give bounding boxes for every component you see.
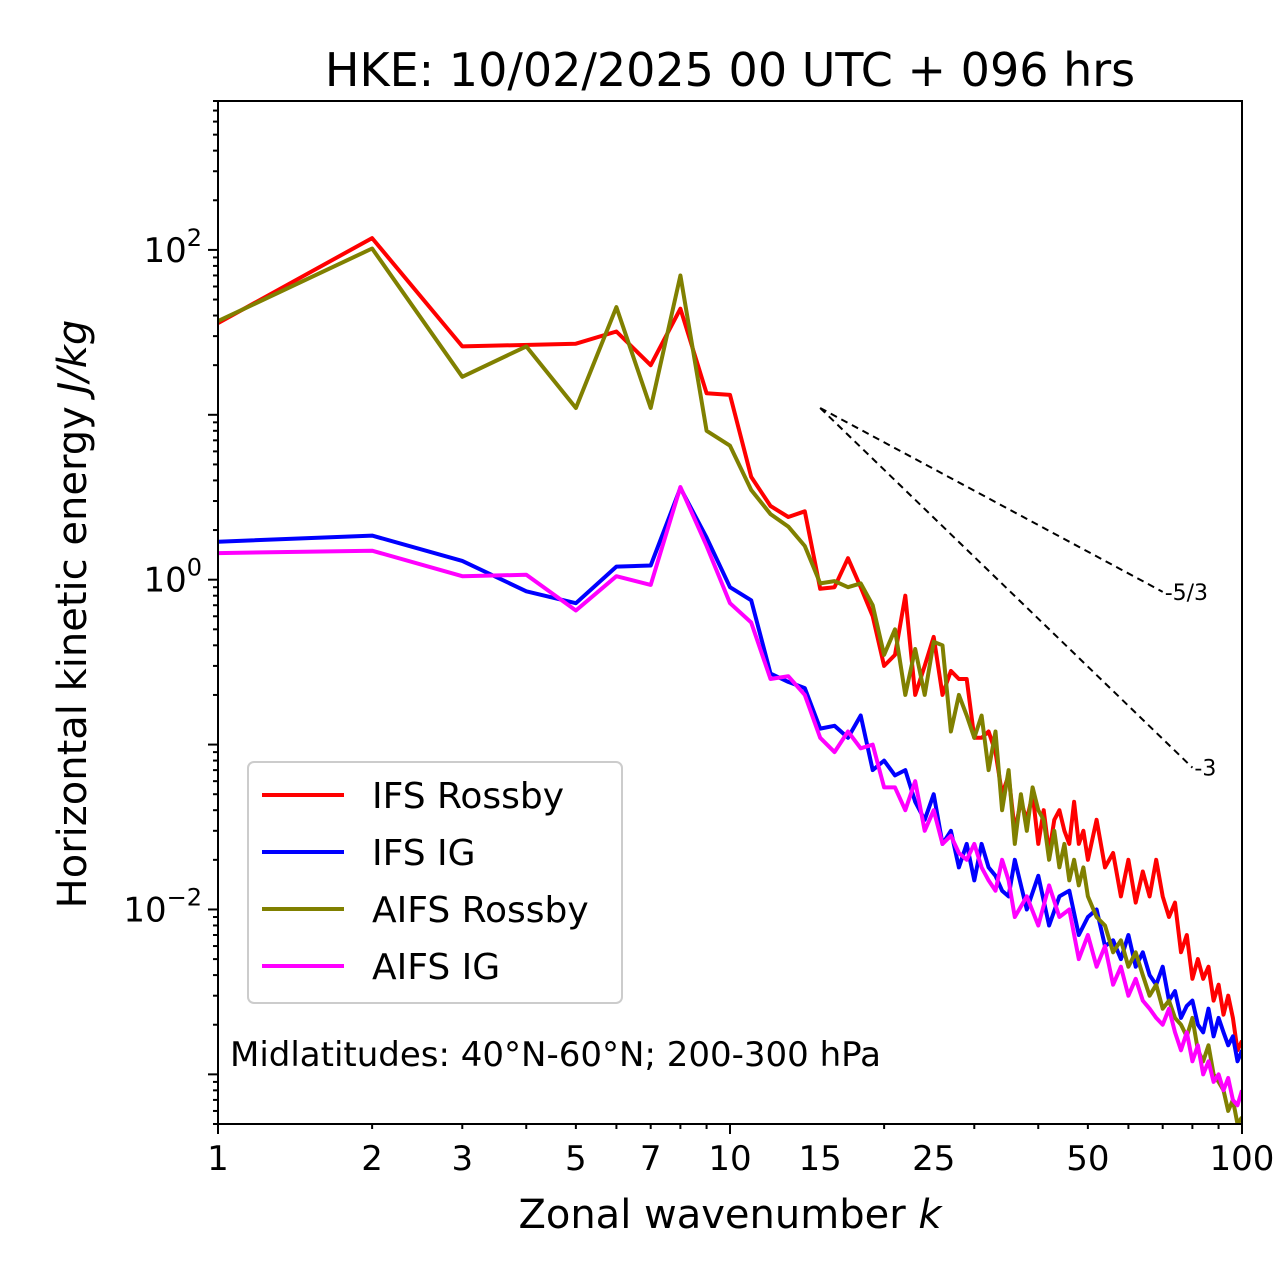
y-axis-label-text: Horizontal kinetic energy [50,406,96,908]
series-line-aifs-rossby [218,246,1242,1124]
series-layer [218,236,1242,1124]
legend-label: AIFS IG [372,947,500,988]
legend: IFS Rossby IFS IG AIFS Rossby AIFS IG [247,761,623,1004]
x-tick-label: 50 [1066,1139,1109,1179]
legend-label: AIFS Rossby [372,890,589,931]
reference-slope-label: -3 [1194,757,1216,782]
reference-slope-line [819,407,1164,593]
x-tick-label: 2 [361,1139,383,1179]
y-tick-label: 10−2 [123,883,202,930]
x-tick-label: 10 [708,1139,751,1179]
x-tick-label: 15 [799,1139,842,1179]
x-axis: 1 2 3 5 7 10 15 25 50 100 [207,1124,1274,1179]
y-axis-label: Horizontal kinetic energy J/kg [50,320,96,909]
x-tick-label: 7 [640,1139,662,1179]
region-annotation: Midlatitudes: 40°N-60°N; 200-300 hPa [230,1035,881,1075]
x-tick-label: 1 [207,1139,229,1179]
x-axis-label-text: Zonal wavenumber [518,1192,906,1238]
y-axis: 102 100 10−2 [123,100,218,1125]
reference-slope-label: -5/3 [1165,581,1208,606]
x-tick-label: 100 [1210,1139,1275,1179]
y-tick-label: 102 [143,224,202,271]
legend-box [247,761,623,1004]
y-tick-label: 100 [143,554,202,601]
series-line-ifs-ig [218,486,1242,1064]
legend-label: IFS IG [372,833,476,874]
y-axis-label-unit: J/kg [50,320,96,401]
x-axis-label-var: k [918,1192,943,1238]
reference-slopes [819,407,1194,769]
x-axis-label: Zonal wavenumber k [518,1192,943,1238]
x-tick-label: 5 [565,1139,587,1179]
series-line-aifs-ig [218,485,1242,1108]
legend-label: IFS Rossby [372,776,564,817]
chart-title: HKE: 10/02/2025 00 UTC + 096 hrs [325,43,1135,97]
x-tick-label: 25 [912,1139,955,1179]
reference-slope-line [819,407,1194,769]
x-tick-label: 3 [451,1139,473,1179]
